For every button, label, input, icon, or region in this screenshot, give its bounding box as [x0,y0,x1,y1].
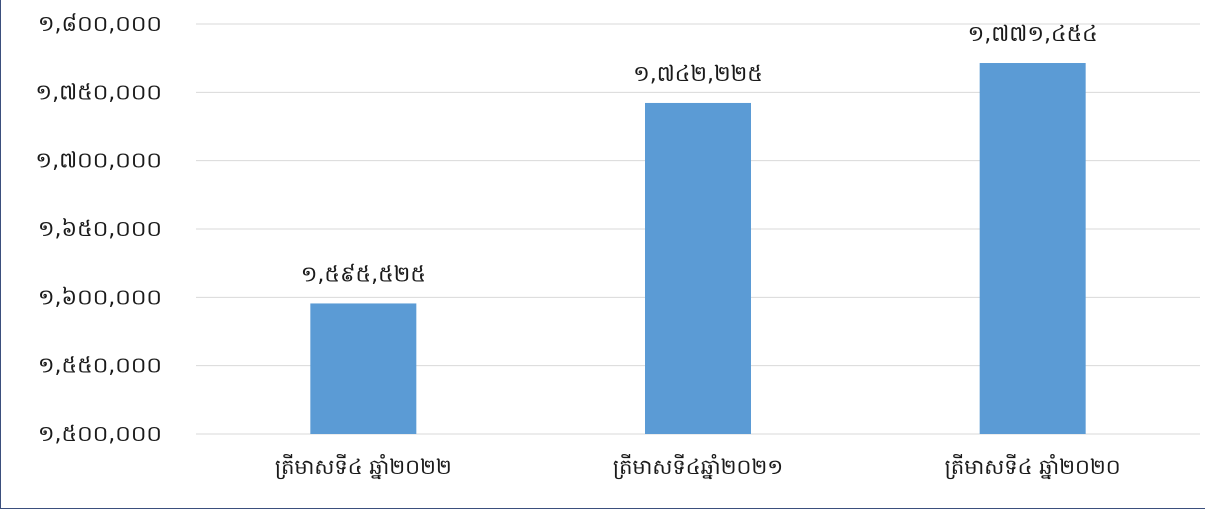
data-label: ១,៥៩៥,៥២៥ [301,262,426,287]
y-tick-label: ១,៧០០,០០០ [35,149,162,174]
data-label: ១,៧៤២,២២៥ [633,62,763,87]
x-category-label: ត្រីមាសទី៤ ឆ្នាំ២០២២ [275,454,452,480]
y-tick-label: ១,៥៥០,០០០ [38,354,162,379]
bar [645,102,751,434]
y-tick-label: ១,៦០០,០០០ [38,285,162,310]
y-tick-label: ១,៦៥០,០០០ [38,217,162,242]
y-tick-label: ១,៨០០,០០០ [38,12,162,37]
x-category-label: ត្រីមាសទី៤ឆ្នាំ២០២១ [613,454,783,480]
x-category-label: ត្រីមាសទី៤ ឆ្នាំ២០២០ [945,454,1121,480]
bar [979,63,1086,434]
y-tick-label: ១,៥០០,០០០ [38,422,162,447]
bar [310,303,417,434]
y-tick-label: ១,៧៥០,០០០ [35,80,162,105]
data-label: ១,៧៧១,៤៥៤ [968,22,1098,47]
